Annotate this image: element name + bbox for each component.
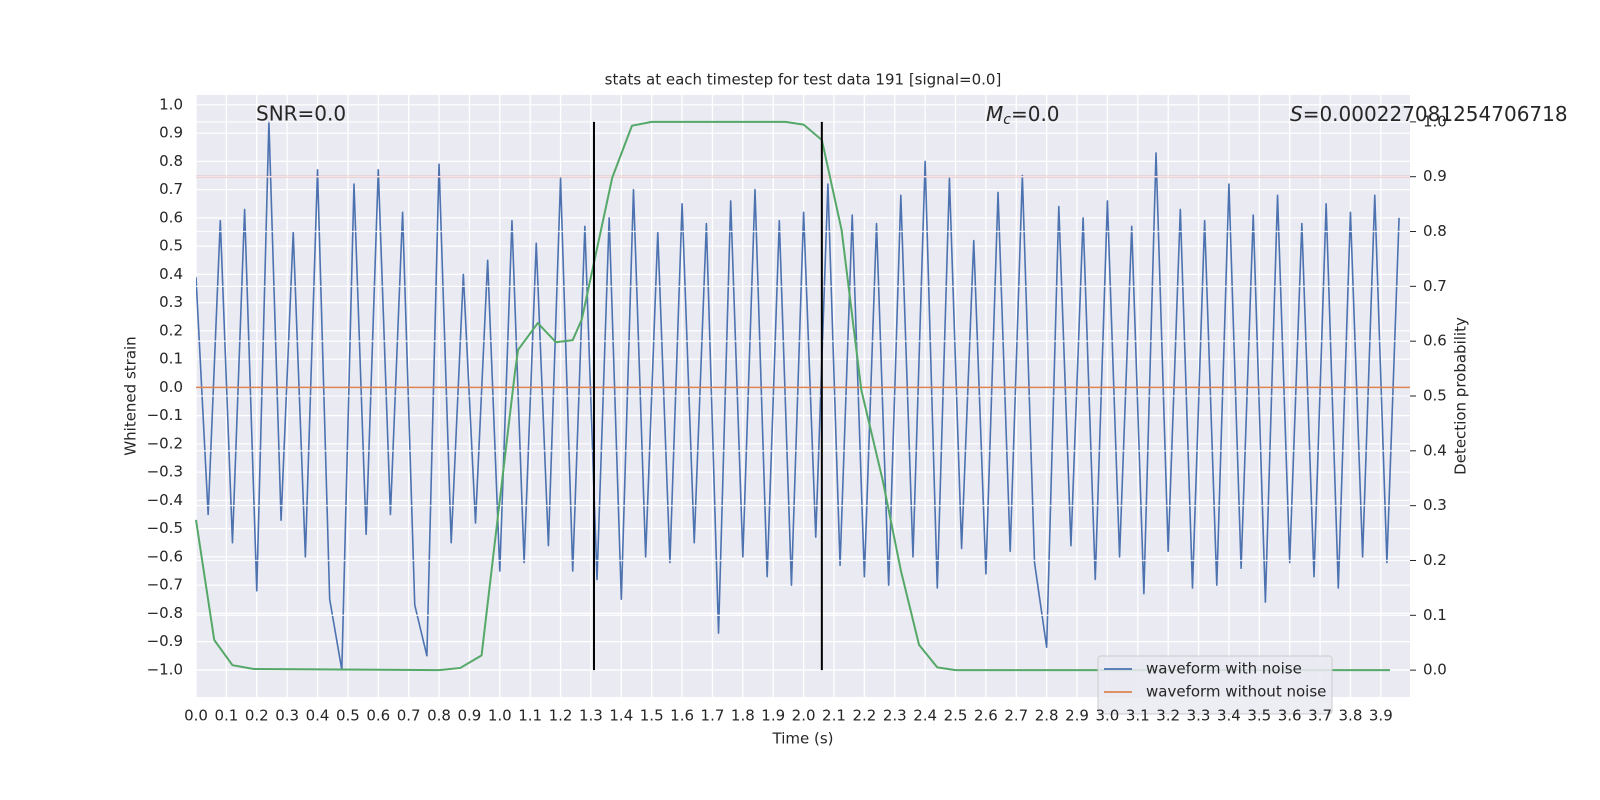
x-tick-label: 3.9 [1369, 707, 1393, 725]
y-tick-label: −0.4 [147, 491, 183, 509]
y-tick-label: 1.0 [159, 95, 183, 113]
x-tick-label: 2.4 [913, 707, 937, 725]
x-tick-label: 0.5 [336, 707, 360, 725]
mc-subscript: c [1003, 112, 1011, 128]
chart-title: stats at each timestep for test data 191… [605, 71, 1002, 89]
s-annotation: S=0.000227081254706718 [1290, 102, 1568, 126]
y-tick-label: −0.1 [147, 406, 183, 424]
y2-tick-label: 0.0 [1423, 661, 1447, 679]
y-tick-label: −0.5 [147, 519, 183, 537]
x-tick-label: 2.7 [1004, 707, 1028, 725]
x-tick-label: 0.9 [457, 707, 481, 725]
y-tick-label: −0.9 [147, 632, 183, 650]
x-tick-label: 1.2 [549, 707, 573, 725]
y-tick-label: −0.6 [147, 547, 183, 565]
overlay [195, 120, 1410, 672]
x-tick-label: 3.0 [1095, 707, 1119, 725]
x-tick-label: 3.1 [1126, 707, 1150, 725]
y2-tick-label: 0.1 [1423, 606, 1447, 624]
x-tick-label: 2.3 [883, 707, 907, 725]
x-tick-label: 1.3 [579, 707, 603, 725]
x-tick-label: 2.2 [852, 707, 876, 725]
x-tick-label: 2.0 [792, 707, 816, 725]
x-tick-label: 3.5 [1247, 707, 1271, 725]
x-tick-label: 1.0 [488, 707, 512, 725]
x-tick-label: 0.7 [397, 707, 421, 725]
series-line [196, 121, 1400, 671]
y2-tick-label: 0.6 [1423, 332, 1447, 350]
s-value: =0.000227081254706718 [1303, 102, 1568, 126]
x-tick-label: 0.8 [427, 707, 451, 725]
y2-tick-label: 0.4 [1423, 441, 1447, 459]
snr-annotation: SNR=0.0 [256, 102, 346, 126]
x-tick-label: 2.8 [1035, 707, 1059, 725]
y-tick-label: −0.3 [147, 463, 183, 481]
mc-symbol: M [986, 102, 1003, 126]
legend-box [1097, 655, 1333, 715]
series-line [195, 120, 1390, 672]
y-tick-label: 0.0 [159, 378, 183, 396]
x-tick-label: 0.6 [366, 707, 390, 725]
x-tick-label: 1.6 [670, 707, 694, 725]
y-tick-label: 0.9 [159, 124, 183, 142]
x-tick-label: 0.2 [245, 707, 269, 725]
y2-tick-label: 0.2 [1423, 551, 1447, 569]
y-tick-label: 0.4 [159, 265, 183, 283]
x-tick-label: 3.4 [1217, 707, 1241, 725]
legend-label: waveform without noise [1146, 683, 1326, 701]
x-tick-label: 1.9 [761, 707, 785, 725]
y-tick-label: 0.6 [159, 208, 183, 226]
y2-tick-label: 0.5 [1423, 387, 1447, 405]
y2-axis-label: Detection probability [1452, 317, 1470, 475]
x-tick-label: 1.7 [701, 707, 725, 725]
x-tick-label: 3.3 [1187, 707, 1211, 725]
x-tick-label: 0.0 [184, 707, 208, 725]
x-tick-label: 1.1 [518, 707, 542, 725]
x-tick-label: 3.8 [1339, 707, 1363, 725]
x-tick-label: 1.4 [609, 707, 633, 725]
y2-tick-label: 0.8 [1423, 222, 1447, 240]
y-tick-label: 0.1 [159, 350, 183, 368]
x-tick-label: 0.4 [306, 707, 330, 725]
x-tick-label: 0.1 [214, 707, 238, 725]
x-tick-label: 3.2 [1156, 707, 1180, 725]
y2-tick-label: 1.0 [1423, 112, 1447, 130]
y-tick-label: 0.5 [159, 237, 183, 255]
x-tick-label: 3.6 [1278, 707, 1302, 725]
x-tick-label: 3.7 [1308, 707, 1332, 725]
y-tick-label: −1.0 [147, 660, 183, 678]
y-tick-label: −0.2 [147, 434, 183, 452]
y-tick-label: 0.2 [159, 321, 183, 339]
y-axis-label: Whitened strain [122, 336, 140, 455]
y2-tick-label: 0.9 [1423, 167, 1447, 185]
y-tick-label: −0.7 [147, 576, 183, 594]
x-tick-label: 0.3 [275, 707, 299, 725]
legend: waveform with noise waveform without nois… [1097, 655, 1333, 715]
s-symbol: S [1290, 102, 1303, 126]
y-tick-label: 0.7 [159, 180, 183, 198]
x-tick-label: 2.9 [1065, 707, 1089, 725]
mc-annotation: Mc=0.0 [986, 102, 1060, 129]
x-axis-label: Time (s) [772, 730, 834, 748]
x-tick-label: 1.8 [731, 707, 755, 725]
x-tick-label: 1.5 [640, 707, 664, 725]
y-tick-label: −0.8 [147, 604, 183, 622]
mc-value: =0.0 [1011, 102, 1060, 126]
x-tick-label: 2.6 [974, 707, 998, 725]
x-tick-label: 2.5 [944, 707, 968, 725]
y2-tick-label: 0.7 [1423, 277, 1447, 295]
legend-label: waveform with noise [1146, 660, 1302, 678]
y-tick-label: 0.8 [159, 152, 183, 170]
y2-tick-label: 0.3 [1423, 496, 1447, 514]
y-tick-label: 0.3 [159, 293, 183, 311]
x-tick-label: 2.1 [822, 707, 846, 725]
